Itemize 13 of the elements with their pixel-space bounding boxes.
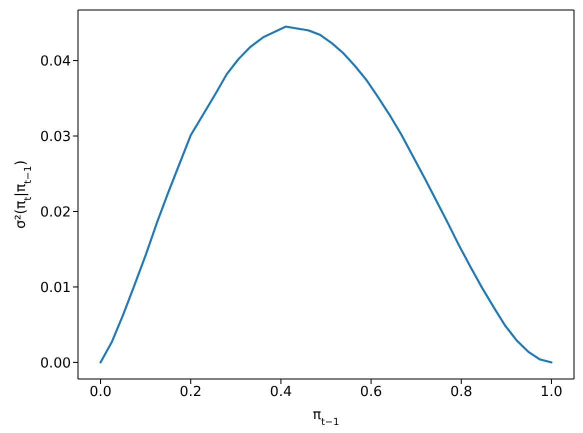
x-tick-label: 0.4	[270, 384, 292, 400]
y-tick-label: 0.01	[40, 280, 71, 296]
x-tick-label: 1.0	[540, 384, 562, 400]
x-tick-label: 0.6	[360, 384, 382, 400]
x-axis-title: π$_{t−1}$	[312, 407, 340, 428]
x-tick-label: 0.0	[90, 384, 112, 400]
y-tick-label: 0.04	[40, 53, 72, 70]
y-tick-label: 0.03	[40, 128, 71, 145]
y-tick-label: 0.00	[40, 355, 71, 372]
x-tick-label: 0.8	[450, 384, 472, 400]
x-tick-label: 0.2	[180, 384, 202, 400]
line-series	[99, 26, 553, 364]
y-tick-label: 0.02	[40, 204, 71, 220]
